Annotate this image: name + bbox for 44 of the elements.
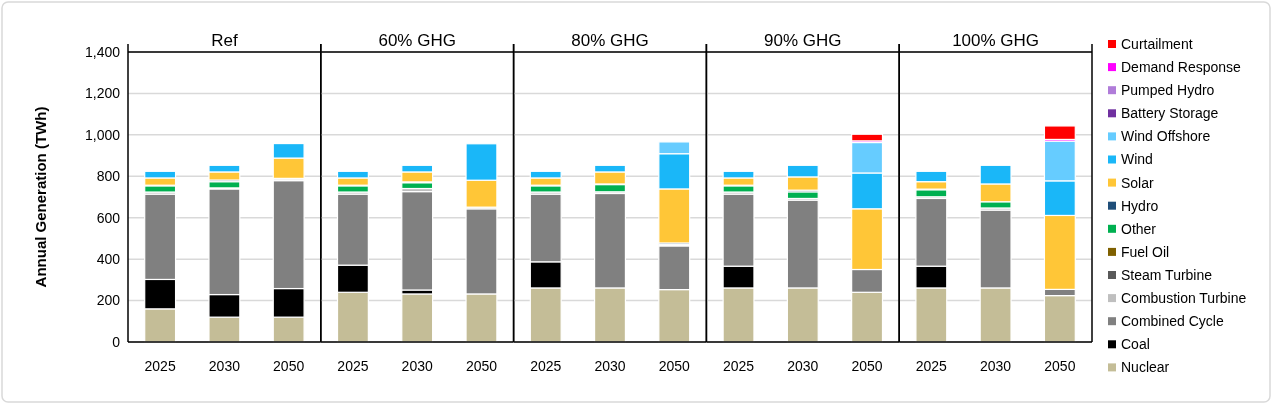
chart-title: 60% GHG [378,31,456,50]
y-tick-label: 0 [112,333,121,350]
legend-label: Combined Cycle [1121,313,1224,330]
legend-label: Other [1121,220,1157,237]
chart-title: 100% GHG [952,31,1040,50]
legend-label: Nuclear [1121,359,1170,376]
x-tick-label: 2050 [273,357,305,374]
y-tick-label: 400 [96,251,121,268]
x-tick-label: 2050 [1044,357,1076,374]
legend-label: Wind [1121,151,1153,168]
y-tick-label: 200 [96,292,121,309]
legend-label: Demand Response [1121,59,1242,75]
x-tick-label: 2025 [530,357,562,374]
x-tick-label: 2030 [594,357,626,374]
y-axis-title: Annual Generation (TWh) [32,106,49,288]
legend-label: Battery Storage [1121,105,1219,122]
y-tick-label: 600 [96,209,121,226]
x-tick-label: 2025 [144,357,176,374]
legend-label: Pumped Hydro [1121,82,1215,99]
x-tick-label: 2030 [401,357,433,374]
x-tick-label: 2030 [980,357,1012,374]
x-tick-label: 2030 [208,357,241,374]
legend-label: Coal [1121,336,1150,353]
y-tick-label: 1,400 [84,43,121,60]
x-tick-label: 2050 [658,357,691,374]
x-tick-label: 2030 [787,357,819,374]
x-tick-label: 2050 [851,357,883,374]
chart-title: 80% GHG [571,31,649,50]
legend-label: Fuel Oil [1121,243,1170,260]
legend-label: Hydro [1121,197,1159,214]
y-tick-label: 800 [96,168,121,185]
legend-label: Solar [1121,174,1155,191]
x-tick-label: 2025 [337,357,369,374]
x-tick-label: 2025 [915,357,948,374]
legend-label: Combustion Turbine [1121,290,1247,306]
x-tick-label: 2050 [465,357,498,374]
legend-label: Wind Offshore [1121,128,1211,145]
chart-title: 90% GHG [764,31,842,50]
y-tick-label: 1,200 [84,85,121,102]
legend-label: Curtailment [1121,35,1193,52]
x-tick-label: 2025 [722,357,755,374]
y-tick-label: 1,000 [84,126,121,143]
chart-title: Ref [211,31,238,50]
legend-label: Steam Turbine [1121,266,1213,283]
